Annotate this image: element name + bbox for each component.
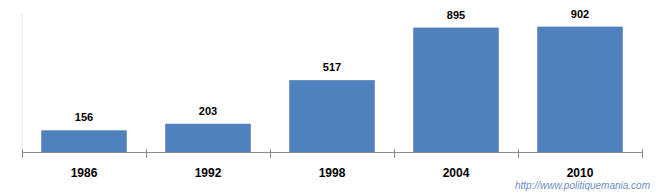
- category-separator: [22, 149, 23, 158]
- bar: [537, 27, 623, 152]
- bar: [289, 80, 375, 152]
- category-label: 2004: [443, 166, 470, 180]
- bar: [41, 130, 127, 152]
- bar: [413, 28, 499, 152]
- category-separator: [642, 149, 643, 158]
- bars: [41, 27, 623, 152]
- data-label: 902: [571, 8, 589, 20]
- labels: 156 1986 203 1992 517 1998 895 2004 902 2010: [71, 8, 594, 180]
- category-separator: [394, 149, 395, 158]
- category-separator: [270, 149, 271, 158]
- category-separator: [518, 149, 519, 158]
- chart-container: 156 1986 203 1992 517 1998 895 2004 902 2010http:…: [0, 0, 664, 194]
- source-annotation: http://www.politiquemania.com: [515, 180, 650, 191]
- chart-svg: 156 1986 203 1992 517 1998 895 2004 902 2010http:…: [0, 0, 664, 194]
- category-label: 1992: [195, 166, 222, 180]
- category-axis-line: [22, 152, 642, 153]
- category-label: 1986: [71, 166, 98, 180]
- data-label: 203: [199, 105, 217, 117]
- category-label: 2010: [567, 166, 594, 180]
- data-label: 895: [447, 9, 465, 21]
- data-label: 517: [323, 61, 341, 73]
- category-label: 1998: [319, 166, 346, 180]
- category-separator: [146, 149, 147, 158]
- bar: [165, 124, 251, 152]
- data-label: 156: [75, 111, 93, 123]
- value-axis-line: [22, 13, 23, 152]
